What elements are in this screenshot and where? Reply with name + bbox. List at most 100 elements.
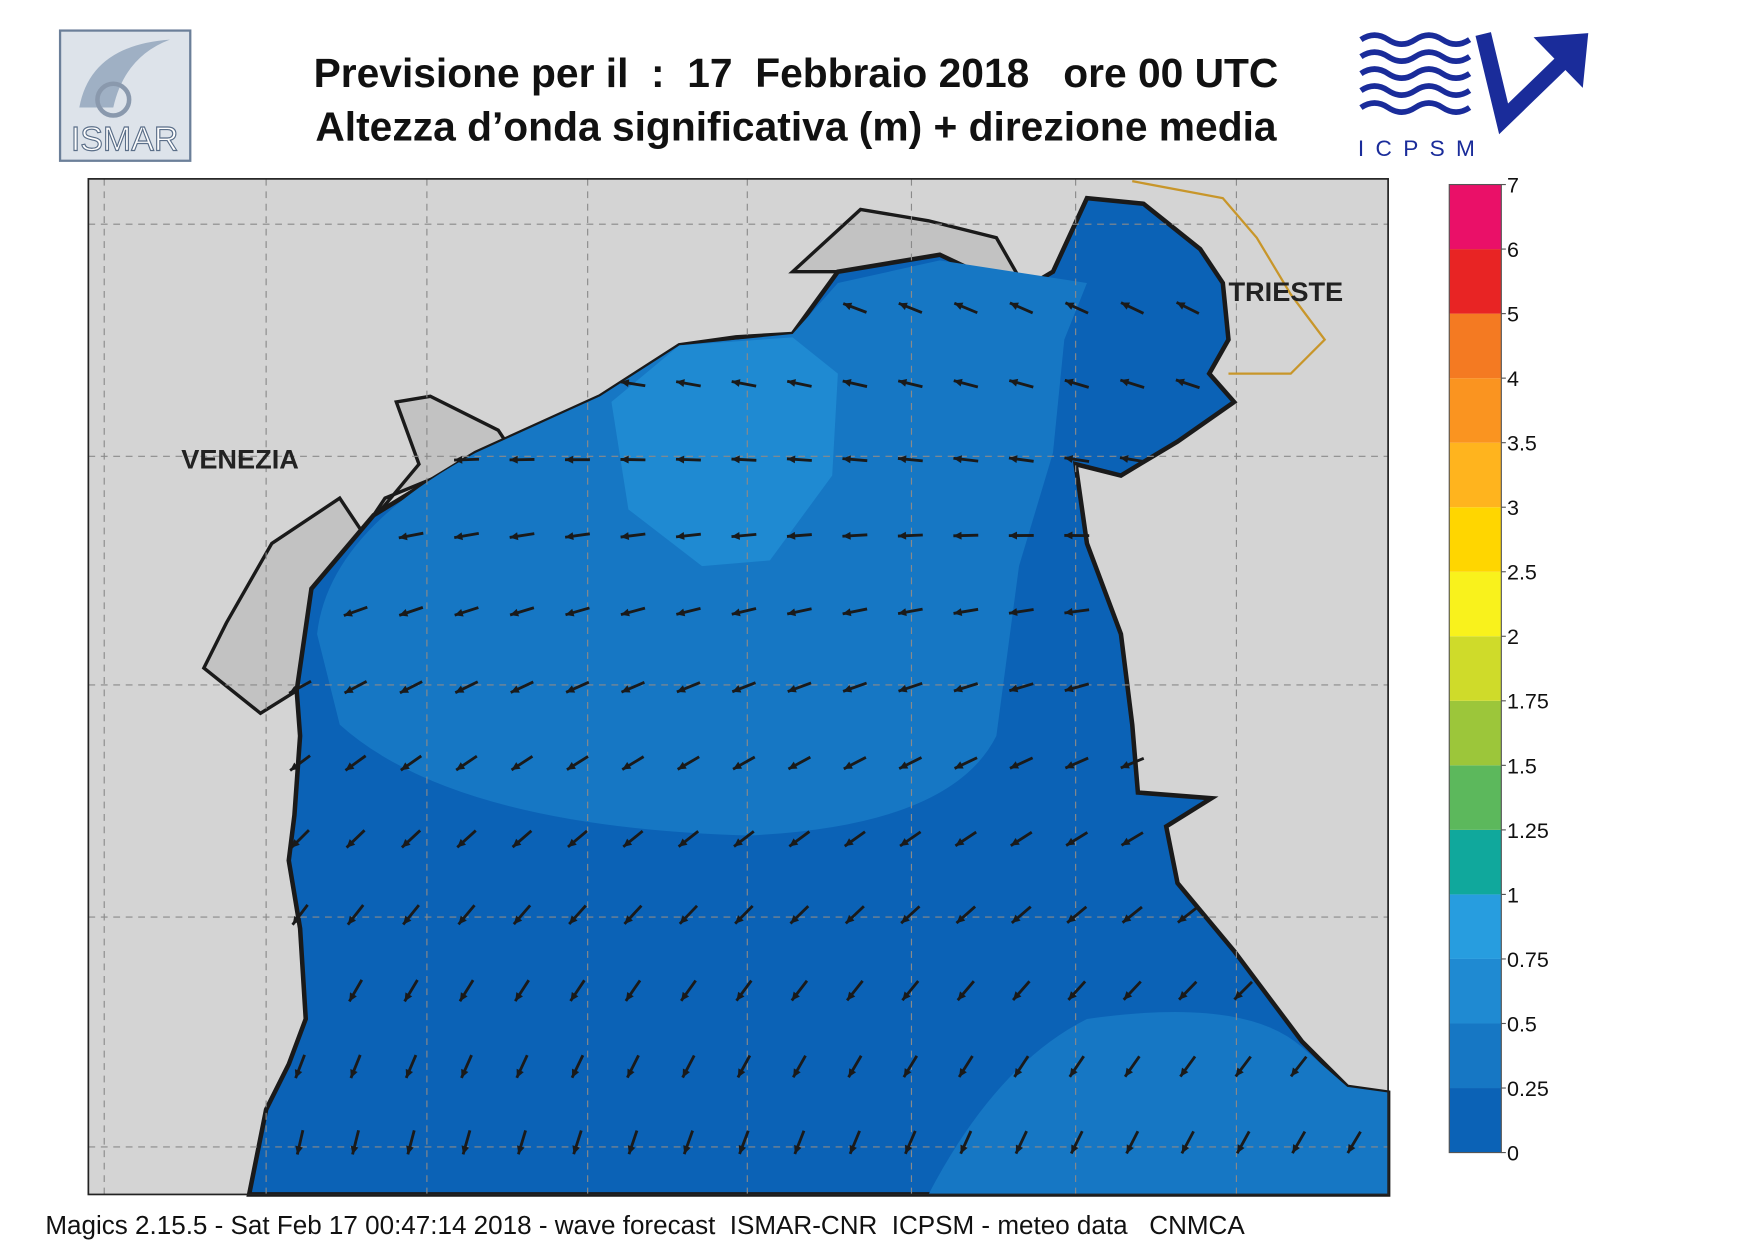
arrow-head xyxy=(953,684,963,693)
arrow-head xyxy=(1181,1144,1190,1154)
arrow-head xyxy=(572,1068,580,1078)
arrow-head xyxy=(842,379,852,387)
border xyxy=(1132,180,1327,375)
colorbar-label: 1.25 xyxy=(1507,819,1549,843)
colorbar-label: 7 xyxy=(1507,173,1519,197)
arrow-head xyxy=(516,1068,524,1078)
arrow-head xyxy=(898,302,908,311)
arrow-head xyxy=(1011,914,1021,923)
arrow-head xyxy=(731,379,741,387)
logo-text: ICPSM xyxy=(1358,136,1486,161)
arrow-head xyxy=(732,685,742,693)
arrow-head xyxy=(791,991,800,1001)
arrow-head xyxy=(620,455,629,464)
arrow-head xyxy=(292,915,301,925)
arrow-head xyxy=(399,609,409,617)
logo-wave xyxy=(1359,32,1472,47)
arrow-head xyxy=(842,608,852,617)
arrow-head xyxy=(676,685,686,693)
arrow-head xyxy=(627,1145,636,1155)
colorbar-label: 0.75 xyxy=(1507,948,1549,972)
arrow-head xyxy=(678,838,688,847)
arrow-head xyxy=(624,915,633,924)
arrow-head xyxy=(787,608,797,617)
arrow-head xyxy=(1180,1067,1189,1077)
ismar-logo: ISMAR xyxy=(58,29,192,162)
logo-wave xyxy=(1359,49,1472,64)
arrow-head xyxy=(1177,914,1187,923)
arrow-head xyxy=(403,915,412,925)
arrow-head xyxy=(1010,837,1020,846)
arrow-head xyxy=(349,992,357,1002)
colorbar-label: 1 xyxy=(1507,883,1519,907)
arrow-head xyxy=(1125,1067,1133,1077)
arrow-head xyxy=(679,915,689,924)
arrow-head xyxy=(789,838,799,847)
arrow-head xyxy=(1009,378,1019,387)
colorbar-segment xyxy=(1449,765,1502,830)
arrow-head xyxy=(953,455,962,464)
colorbar-segment xyxy=(1449,1088,1502,1153)
arrow-head xyxy=(842,531,851,540)
arrow-head xyxy=(1013,991,1022,1001)
colorbar-label: 4 xyxy=(1507,367,1519,391)
arrow-head xyxy=(1120,302,1131,310)
arrow-head xyxy=(898,378,908,387)
arrow-head xyxy=(350,1145,359,1155)
arrow-head xyxy=(454,532,463,541)
arrow-head xyxy=(1069,1067,1078,1077)
arrow-head xyxy=(737,1068,746,1078)
arrow-head xyxy=(620,608,630,617)
arrow-head xyxy=(849,1144,857,1154)
colorbar-segment xyxy=(1449,700,1502,766)
arrow-head xyxy=(898,608,907,617)
arrow-head xyxy=(621,685,631,693)
arrow-head xyxy=(509,532,519,541)
subtitle: Altezza d’onda significativa (m) + direz… xyxy=(315,103,1277,149)
arrow-head xyxy=(515,992,523,1002)
arrow-head xyxy=(400,762,410,771)
arrow-head xyxy=(1065,302,1075,310)
arrow-head xyxy=(1121,837,1131,846)
arrow-head xyxy=(347,915,357,925)
colorbar-segment xyxy=(1449,636,1502,701)
logo-wave xyxy=(1359,83,1472,98)
arrow-head xyxy=(676,379,685,387)
arrow-head xyxy=(565,455,574,464)
arrow-head xyxy=(1066,837,1076,846)
arrow-head xyxy=(898,684,908,693)
arrow-head xyxy=(844,838,854,847)
arrow-head xyxy=(1008,455,1018,464)
arrow-head xyxy=(620,379,630,388)
colorbar-label: 2 xyxy=(1507,625,1519,649)
arrow-head xyxy=(677,761,687,770)
arrow-head xyxy=(1120,378,1130,387)
arrow-head xyxy=(1123,991,1133,1000)
arrow-head xyxy=(1014,1067,1023,1077)
colorbar-segment xyxy=(1449,184,1502,250)
colorbar-segment xyxy=(1449,249,1502,314)
colorbar-segment xyxy=(1449,958,1502,1024)
arrow-head xyxy=(953,531,962,540)
arrow-head xyxy=(787,685,797,693)
arrow-head xyxy=(457,838,466,848)
logo-arrow-head xyxy=(1533,33,1589,88)
arrow-head xyxy=(1064,455,1074,463)
arrow-head xyxy=(509,455,518,464)
arrow-head xyxy=(343,609,353,617)
arrow-head xyxy=(510,608,520,617)
logo-text: ISMAR xyxy=(71,121,179,159)
arrow-head xyxy=(350,1069,358,1079)
arrow-head xyxy=(1008,608,1018,616)
arrow-head xyxy=(1015,1144,1024,1154)
arrow-head xyxy=(736,991,745,1001)
colorbar-label: 0 xyxy=(1507,1141,1519,1165)
arrow-head xyxy=(1008,531,1018,540)
arrows xyxy=(288,301,1362,1155)
arrow-head xyxy=(401,838,411,848)
arrow-head xyxy=(1064,531,1073,540)
arrow-head xyxy=(1065,761,1075,769)
arrow-head xyxy=(567,838,577,847)
arrow-head xyxy=(454,608,464,617)
sea-band xyxy=(611,337,838,567)
